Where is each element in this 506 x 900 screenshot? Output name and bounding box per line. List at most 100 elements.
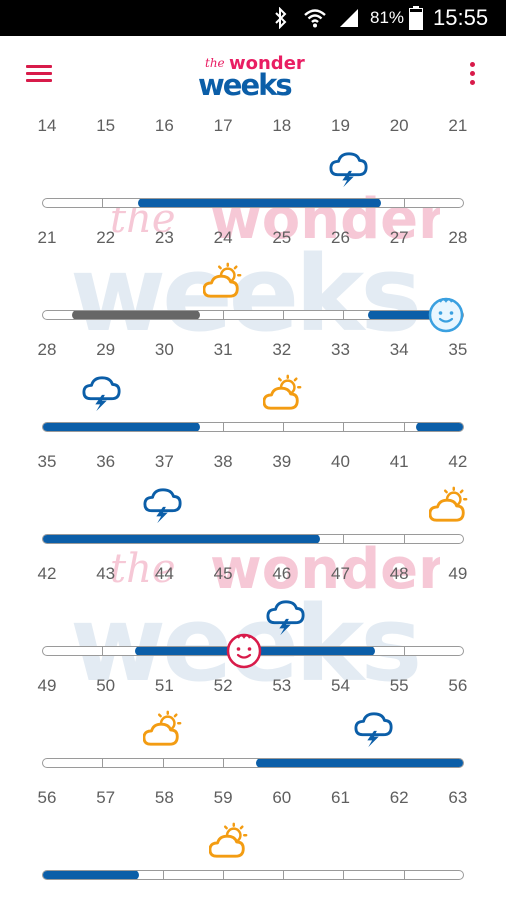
hamburger-menu-icon[interactable] [22,56,56,92]
week-progress-track [42,310,464,320]
storm-cloud-icon[interactable] [82,373,122,418]
week-number: 18 [272,116,292,135]
week-number: 15 [96,116,116,135]
week-number: 39 [272,452,292,471]
stormy-period-bar[interactable] [43,871,140,879]
week-number: 22 [96,228,116,247]
week-number: 56 [37,788,57,807]
week-number: 42 [448,452,468,471]
week-tick [102,759,104,767]
week-row[interactable]: 28 29 30 31 32 33 34 35 [0,336,506,448]
more-vert-icon[interactable] [458,56,486,92]
week-timeline: 14 15 16 17 18 19 20 21 21 22 23 24 25 26 27 28 28 29 30… [0,112,506,900]
week-row[interactable]: 21 22 23 24 25 26 27 28 [0,224,506,336]
week-number: 53 [272,676,292,695]
week-tick [403,871,405,879]
week-row[interactable]: 42 43 44 45 46 47 48 49 [0,560,506,672]
week-number: 54 [331,676,350,695]
bluetooth-icon [272,0,290,36]
stormy-period-bar[interactable] [43,535,321,543]
week-tick [283,311,285,319]
sun-cloud-icon[interactable] [262,373,303,418]
stormy-period-bar[interactable] [367,311,463,319]
storm-cloud-icon[interactable] [143,485,183,530]
clock: 15:55 [433,5,489,30]
week-number: 48 [389,564,409,583]
week-number: 16 [154,116,174,135]
week-number: 17 [213,116,233,135]
week-row[interactable]: 56 57 58 59 60 61 62 63 [0,784,506,896]
week-row[interactable]: 49 50 51 52 53 54 55 56 [0,672,506,784]
app-bar: the wonder weeks [0,36,506,112]
week-tick [283,423,285,431]
week-number: 37 [154,452,174,471]
week-number: 56 [448,676,468,695]
week-tick [222,759,224,767]
week-number: 58 [154,788,174,807]
week-number: 29 [96,340,116,359]
week-tick [222,311,224,319]
week-number: 49 [37,676,57,695]
week-number: 57 [96,788,116,807]
week-number: 21 [37,228,57,247]
week-tick [403,199,405,207]
week-number: 43 [96,564,116,583]
storm-cloud-icon[interactable] [329,149,369,194]
week-progress-track [42,758,464,768]
week-number: 62 [389,788,409,807]
week-number: 46 [272,564,292,583]
week-tick [222,423,224,431]
week-row: 6364656667686970 [0,896,506,900]
week-number: 35 [448,340,468,359]
week-tick [102,199,104,207]
week-number: 14 [37,116,57,135]
logo-word-the: the [205,56,225,70]
week-tick [343,535,345,543]
week-tick [343,871,345,879]
week-row[interactable]: 14 15 16 17 18 19 20 21 [0,112,506,224]
week-row[interactable]: 35 36 37 38 39 40 41 42 [0,448,506,560]
week-number: 63 [448,788,468,807]
week-tick [343,311,345,319]
sun-cloud-icon[interactable] [428,485,469,530]
wonder-weeks-logo: the wonder weeks [198,53,305,99]
week-number: 47 [331,564,350,583]
week-number: 59 [213,788,233,807]
week-progress-track [42,534,464,544]
week-number: 51 [154,676,174,695]
week-tick [403,647,405,655]
week-number: 31 [213,340,233,359]
week-number: 24 [213,228,233,247]
week-number: 23 [154,228,174,247]
leap-in-progress-bar[interactable] [72,311,200,319]
week-number: 42 [37,564,57,583]
week-number: 44 [154,564,174,583]
week-number: 41 [389,452,409,471]
sun-cloud-icon[interactable] [208,821,249,866]
week-number: 36 [96,452,116,471]
week-progress-track [42,870,464,880]
baby-face-icon[interactable] [225,632,263,675]
week-number: 32 [272,340,292,359]
logo-word-weeks: weeks [198,68,291,99]
week-number: 27 [389,228,409,247]
stormy-period-bar[interactable] [43,423,200,431]
stormy-period-bar[interactable] [415,423,463,431]
storm-cloud-icon[interactable] [266,597,306,642]
sun-cloud-icon[interactable] [142,709,183,754]
battery-icon [409,0,423,36]
signal-icon [338,0,360,36]
week-number: 30 [154,340,174,359]
week-number: 55 [389,676,409,695]
storm-cloud-icon[interactable] [354,709,394,754]
current-week-baby-icon[interactable] [427,296,465,339]
week-number: 38 [213,452,233,471]
week-progress-track [42,198,464,208]
week-number: 28 [448,228,468,247]
logo-word-wonder: wonder [229,53,305,74]
battery-percent: 81% [370,8,405,27]
sun-cloud-icon[interactable] [202,261,243,306]
week-tick [162,759,164,767]
stormy-period-bar[interactable] [256,759,463,767]
stormy-period-bar[interactable] [138,199,381,207]
